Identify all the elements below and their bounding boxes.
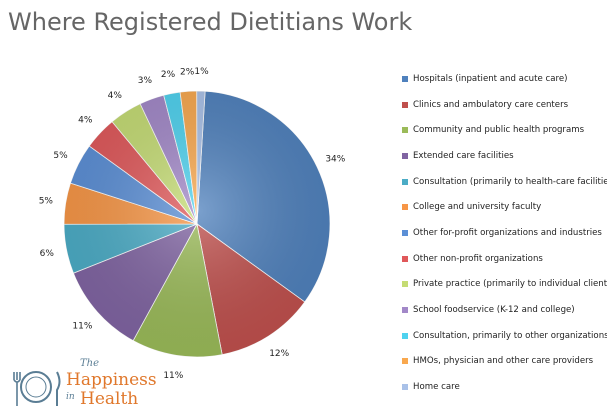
legend-label: Other for-profit organizations and indus… <box>413 227 602 238</box>
legend-swatch <box>402 229 408 236</box>
slice-value-label: 5% <box>39 196 54 206</box>
legend-item: HMOs, physician and other care providers <box>402 349 602 375</box>
slice-value-label: 5% <box>53 151 68 161</box>
legend-label: HMOs, physician and other care providers <box>413 356 594 367</box>
legend-swatch <box>402 204 408 211</box>
legend-item: Home care <box>402 374 602 400</box>
slice-value-label: 1% <box>194 67 209 77</box>
legend-swatch <box>402 281 408 288</box>
legend-item: Consultation (primarily to health-care f… <box>402 169 607 195</box>
legend-swatch <box>402 384 408 391</box>
slice-value-label: 34% <box>325 155 345 165</box>
slice-value-label: 4% <box>108 91 123 101</box>
legend-label: Consultation (primarily to health-care f… <box>413 176 607 187</box>
legend-item: Other non-profit organizations <box>402 246 602 272</box>
slice-value-label: 11% <box>163 371 183 381</box>
watermark-the: The <box>80 358 100 369</box>
legend-item: Hospitals (inpatient and acute care) <box>402 66 602 92</box>
legend-item: Community and public health programs <box>402 117 602 143</box>
legend-label: Clinics and ambulatory care centers <box>413 99 569 110</box>
slice-value-label: 6% <box>40 249 55 259</box>
pie-slices <box>63 90 331 358</box>
legend-swatch <box>402 358 408 365</box>
slice-value-label: 2% <box>161 70 176 80</box>
legend-item: Private practice (primarily to individua… <box>402 272 607 298</box>
legend-swatch <box>402 307 408 314</box>
legend-item: Other for-profit organizations and indus… <box>402 220 602 246</box>
slice-value-label: 12% <box>269 349 289 359</box>
legend-label: Hospitals (inpatient and acute care) <box>413 73 568 84</box>
legend-label: Private practice (primarily to individua… <box>413 279 607 290</box>
watermark-health: Health <box>80 389 139 409</box>
slice-value-label: 4% <box>78 115 93 125</box>
legend-swatch <box>402 127 408 134</box>
pie-value-labels: 34%12%11%11%6%5%5%4%4%3%2% 2% 1% <box>39 67 346 381</box>
slice-value-label: 2% <box>180 67 195 77</box>
watermark: The Happiness in Health <box>4 358 164 414</box>
legend-label: Home care <box>413 382 460 393</box>
watermark-in: in <box>66 392 75 402</box>
legend-label: School foodservice (K-12 and college) <box>413 305 575 316</box>
legend-label: Community and public health programs <box>413 125 585 136</box>
legend-item: Extended care facilities <box>402 143 602 169</box>
legend-swatch <box>402 332 408 339</box>
legend-label: College and university faculty <box>413 202 542 213</box>
legend-item: Clinics and ambulatory care centers <box>402 92 602 118</box>
legend-label: Consultation, primarily to other organiz… <box>413 330 607 341</box>
slice-value-label: 3% <box>138 76 153 86</box>
watermark-happiness: Happiness <box>66 370 157 390</box>
legend-swatch <box>402 101 408 108</box>
legend-item: Consultation, primarily to other organiz… <box>402 323 607 349</box>
legend-label: Extended care facilities <box>413 150 514 161</box>
legend-swatch <box>402 152 408 159</box>
slice-value-label: 11% <box>72 321 92 331</box>
legend-swatch <box>402 75 408 82</box>
chart-title: Where Registered Dietitians Work <box>8 8 413 36</box>
legend-swatch <box>402 255 408 262</box>
plate-fork-knife-icon <box>13 371 61 406</box>
legend-swatch <box>402 178 408 185</box>
legend-item: College and university faculty <box>402 194 602 220</box>
legend: Hospitals (inpatient and acute care) Clin… <box>402 66 607 400</box>
legend-label: Other non-profit organizations <box>413 253 543 264</box>
legend-item: School foodservice (K-12 and college) <box>402 297 602 323</box>
pie-chart: 34%12%11%11%6%5%5%4%4%3%2% 2% 1% <box>39 67 346 381</box>
